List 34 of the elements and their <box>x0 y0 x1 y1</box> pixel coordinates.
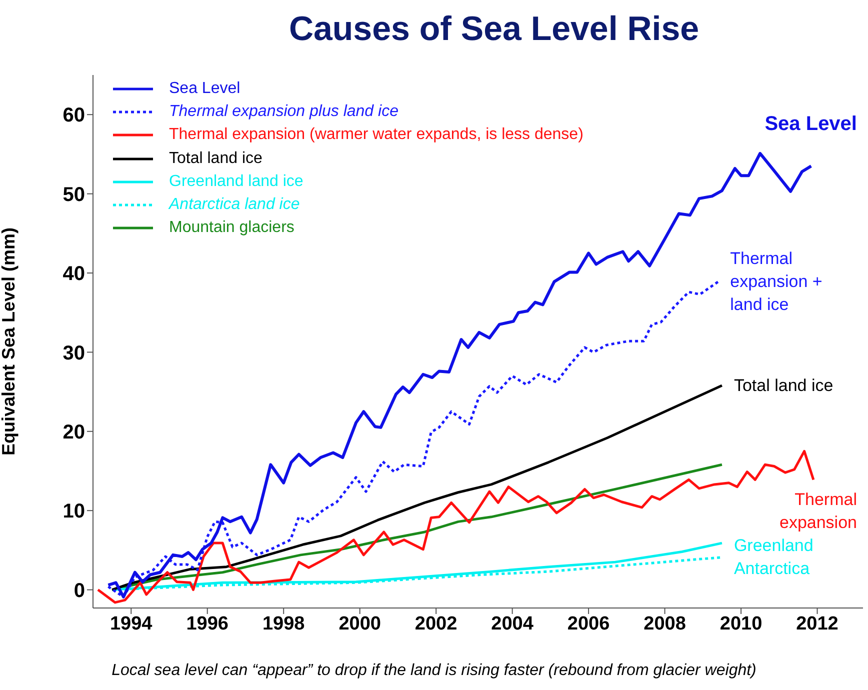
x-tick-label: 2008 <box>644 613 686 634</box>
x-tick-label: 1996 <box>186 613 228 634</box>
y-tick-label: 60 <box>62 104 85 127</box>
legend-label: Thermal expansion (warmer water expands, is less dense) <box>169 126 584 144</box>
annotation: Sea Level <box>764 113 857 136</box>
x-tick-label: 2012 <box>796 613 838 634</box>
annotation: Greenland Antarctica <box>734 535 814 580</box>
x-tick-label: 2010 <box>720 613 762 634</box>
y-tick-label: 40 <box>62 263 85 286</box>
y-tick-label: 30 <box>62 342 85 364</box>
text: Local sea level can “appear” to drop if the land is rising faster (rebound from glacier weight) <box>110 662 758 680</box>
x-tick-label: 1994 <box>110 613 153 634</box>
x-tick-label: 2002 <box>414 613 458 634</box>
x-tick-label: 2000 <box>338 613 381 634</box>
annotation: Thermal expansion <box>779 488 857 534</box>
legend-label: Sea Level <box>169 80 240 98</box>
y-tick-label: 0 <box>74 580 85 602</box>
y-tick-label: 50 <box>62 184 85 206</box>
legend-label: Mountain glaciers <box>169 219 294 238</box>
line-series <box>110 384 724 592</box>
legend-label: Total land ice <box>169 150 262 168</box>
legend-label: Greenland land ice <box>169 172 304 191</box>
chart-title: Causes of Sea Level Rise <box>288 10 700 49</box>
x-tick-label: 2006 <box>567 613 610 634</box>
annotation: Thermal expansion + land ice <box>730 248 822 316</box>
legend-label: Antarctica land ice <box>169 196 300 214</box>
x-tick-label: 2004 <box>491 613 534 634</box>
y-tick-label: 20 <box>62 421 85 444</box>
annotation: Total land ice <box>734 374 834 397</box>
legend-label: Thermal expansion plus land ice <box>169 102 398 121</box>
y-axis-title: Equivalent Sea Level (mm) <box>0 227 18 456</box>
x-tick-label: 1998 <box>262 613 305 634</box>
line-series <box>107 280 720 598</box>
y-tick-label: 10 <box>62 500 85 523</box>
